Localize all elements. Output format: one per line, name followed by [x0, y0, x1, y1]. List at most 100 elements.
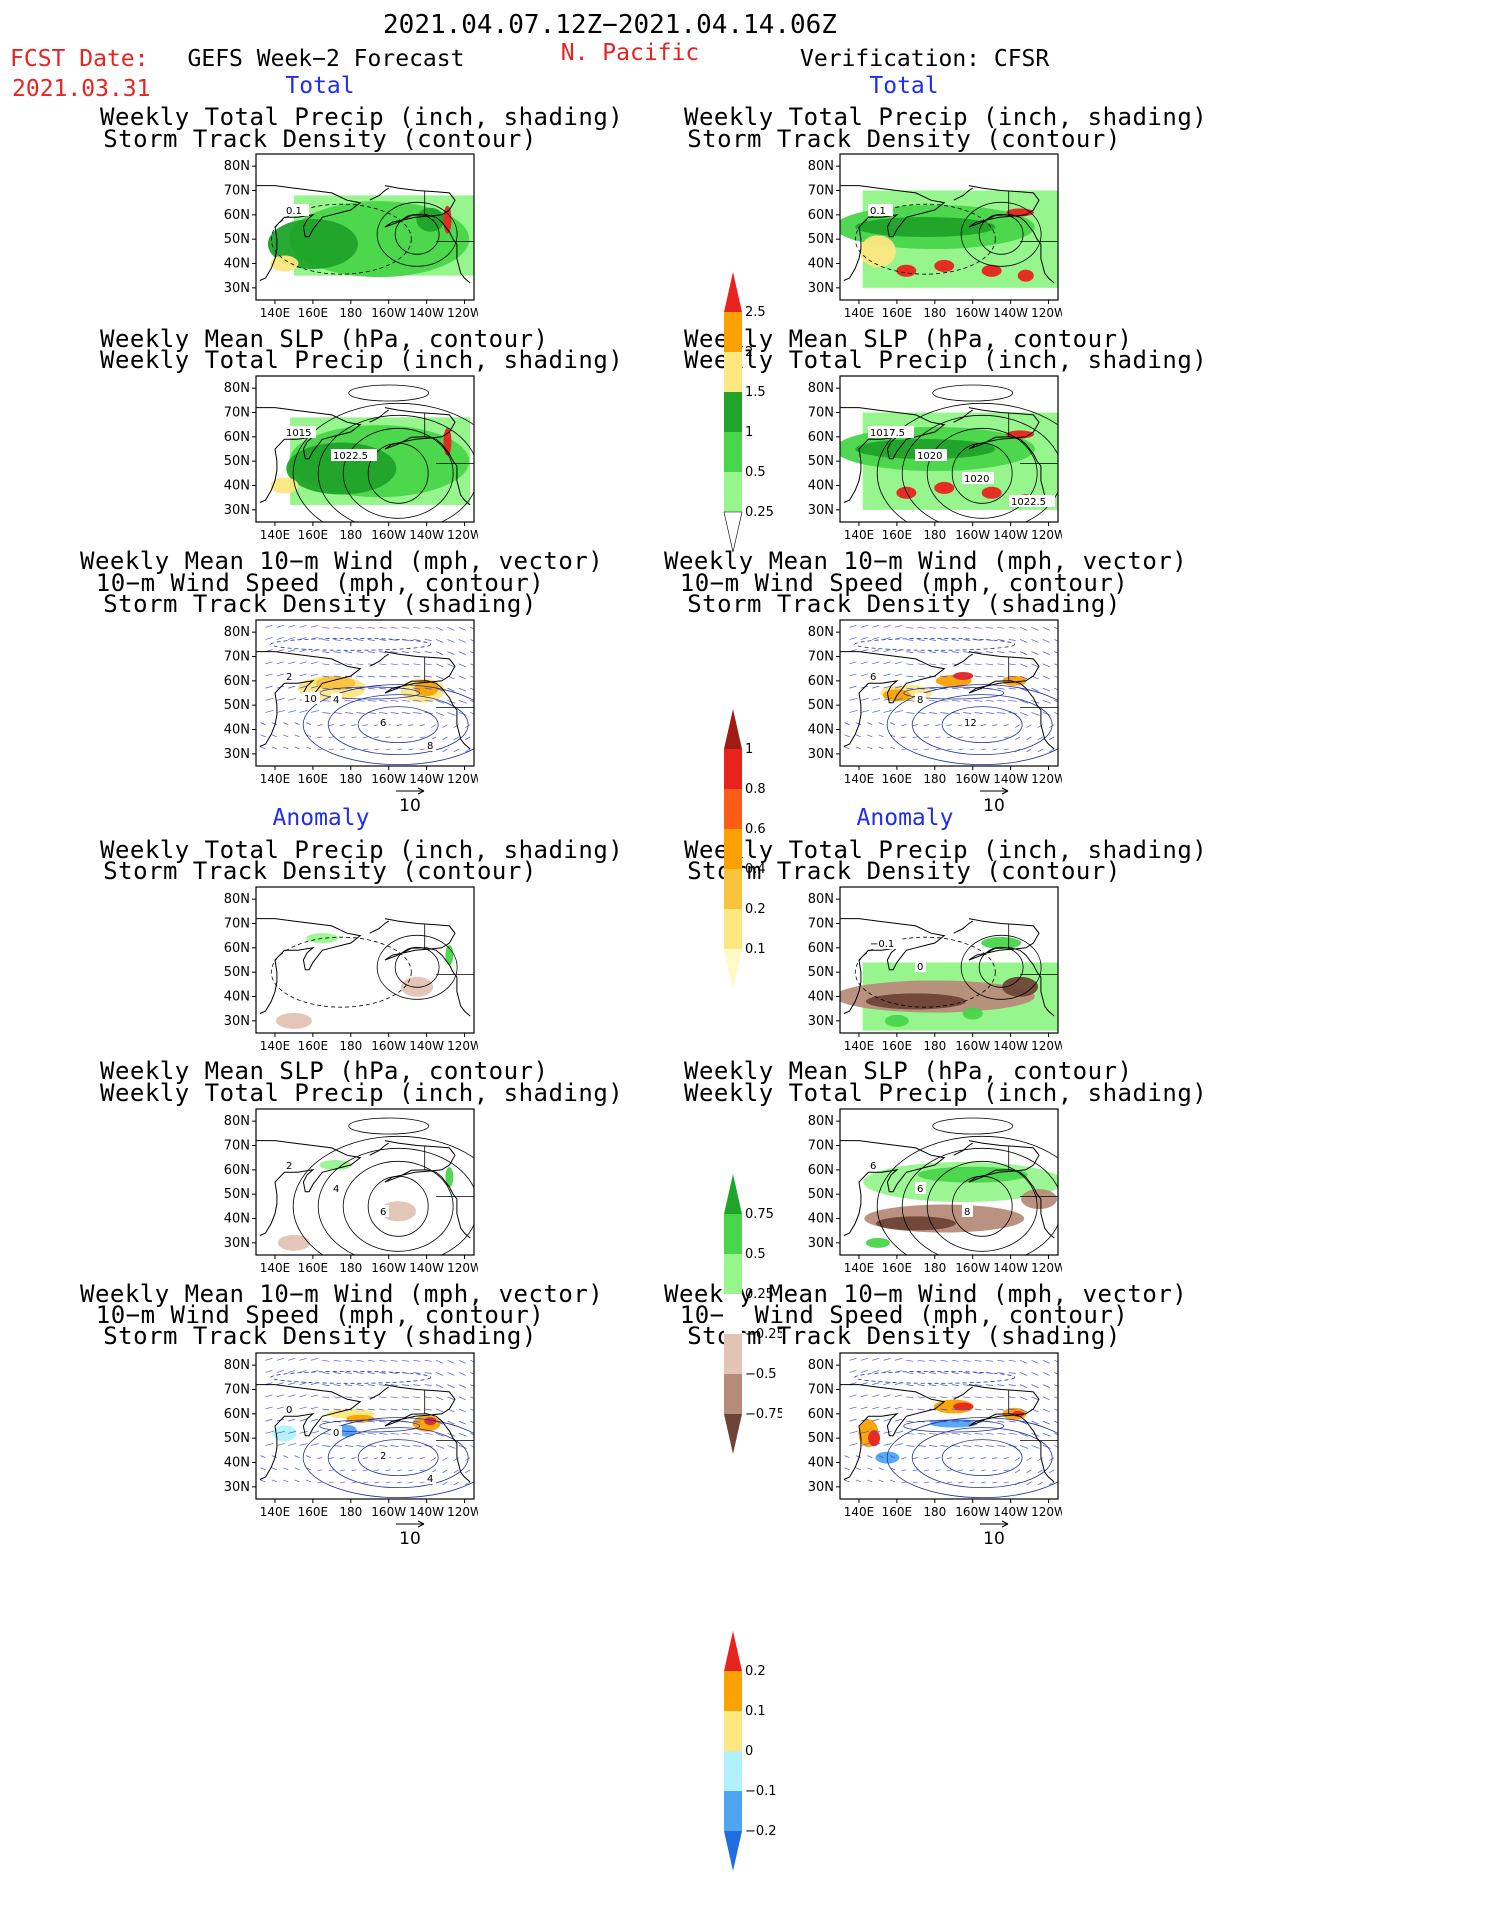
- wind-vector: [878, 746, 884, 750]
- lon-tick-label: 160E: [298, 528, 329, 542]
- contour-label: 1020: [964, 474, 989, 485]
- wind-vector: [1008, 1396, 1016, 1399]
- contour-line: [327, 1427, 469, 1489]
- wind-vector: [265, 697, 274, 701]
- lat-tick-label: 60N: [224, 430, 250, 445]
- wind-vector: [413, 663, 421, 666]
- wind-vector: [374, 748, 380, 751]
- colorbar-segment: [724, 909, 742, 949]
- colorbar-segment: [724, 352, 742, 392]
- contour-line: [348, 1117, 430, 1135]
- map-content: 0.1: [256, 185, 474, 284]
- wind-vector: [906, 1384, 914, 1386]
- wind-vector: [980, 1457, 987, 1459]
- wind-vector: [946, 748, 952, 751]
- wind-vector: [424, 1359, 432, 1362]
- wind-vector: [917, 1432, 926, 1435]
- wind-vector: [283, 722, 289, 725]
- contour-line: [960, 934, 1042, 1000]
- wind-vector: [906, 1432, 915, 1435]
- wind-vector: [1054, 699, 1058, 703]
- wind-vector: [322, 1445, 331, 1447]
- contour-label-bg: [331, 1182, 342, 1194]
- contour-label-bg: [284, 1403, 295, 1415]
- colorbar-label: 0.75: [745, 1207, 774, 1222]
- wind-vector: [447, 1396, 455, 1401]
- wind-vector: [288, 710, 297, 713]
- wind-vector: [351, 748, 357, 751]
- title-f-anom-slp-1: Weekly Mean SLP (hPa, contour): [100, 1057, 549, 1085]
- contour-label: 8: [427, 741, 433, 752]
- contour-label: 2: [286, 1161, 292, 1172]
- wind-vector: [901, 1457, 907, 1459]
- wind-vector: [906, 1372, 914, 1374]
- coastline: [369, 1386, 389, 1400]
- wind-vector: [390, 1445, 399, 1447]
- wind-vector: [442, 724, 448, 728]
- wind-vector: [333, 663, 341, 666]
- wind-vector: [435, 712, 445, 716]
- wind-vector: [390, 1396, 398, 1399]
- title-f-total-slp-1: Weekly Mean SLP (hPa, contour): [100, 325, 549, 353]
- wind-vector: [424, 699, 433, 702]
- contour-label: 6: [380, 1207, 386, 1218]
- wind-vector: [447, 1420, 455, 1425]
- wind-vector: [435, 1372, 444, 1376]
- shade-region: [929, 1419, 978, 1428]
- wind-vector: [435, 639, 444, 643]
- wind-vector: [1031, 639, 1039, 643]
- wind-vector: [860, 673, 868, 677]
- wind-vector: [345, 1359, 353, 1362]
- title-f-total-wind-3: Storm Track Density (shading): [103, 590, 537, 618]
- wind-vector: [328, 1481, 334, 1484]
- contour-label-bg: [868, 426, 914, 438]
- wind-vector: [985, 626, 994, 629]
- wind-vector: [1019, 1432, 1029, 1437]
- wind-vector: [985, 1384, 994, 1386]
- lat-tick-label: 60N: [808, 208, 834, 223]
- wind-vector: [288, 1370, 296, 1373]
- lon-tick-label: 160W: [955, 1039, 990, 1053]
- wind-vector: [367, 1432, 376, 1435]
- lat-tick-label: 80N: [808, 159, 834, 174]
- wind-vector: [374, 1481, 380, 1484]
- wind-vector: [963, 687, 971, 690]
- wind-vector: [894, 673, 903, 677]
- wind-vector: [333, 1396, 341, 1399]
- wind-vector: [872, 1430, 881, 1434]
- lon-tick-label: 180: [923, 1505, 946, 1519]
- wind-vector: [1014, 1457, 1021, 1461]
- wind-vector: [317, 1481, 323, 1484]
- wind-vector: [465, 1469, 471, 1474]
- wind-vector: [963, 663, 971, 666]
- title-f-anom-wind-3: Storm Track Density (shading): [103, 1322, 537, 1350]
- wind-vector: [1019, 1408, 1028, 1413]
- wind-vector: [1037, 736, 1044, 741]
- wind-vector: [299, 1443, 308, 1446]
- colorbar-label: 0: [745, 1744, 753, 1759]
- coastline: [369, 920, 389, 934]
- wind-vector: [974, 639, 982, 641]
- contour-label-bg: [331, 1426, 342, 1438]
- wind-vector: [1008, 1432, 1017, 1435]
- wind-vector: [356, 626, 364, 629]
- wind-vector: [413, 1384, 421, 1386]
- lat-tick-label: 50N: [224, 454, 250, 469]
- wind-vector: [980, 724, 987, 726]
- title-v-total-precip-2: Storm Track Density (contour): [687, 125, 1121, 153]
- wind-vector: [860, 637, 868, 640]
- wind-vector: [889, 1479, 896, 1483]
- lat-tick-label: 30N: [224, 747, 250, 762]
- colorbar-segment: [724, 1711, 742, 1751]
- wind-vector: [447, 626, 455, 631]
- wind-vector: [883, 1430, 892, 1434]
- wind-vector: [413, 675, 421, 678]
- map-content: 1017.5 1020 1020 1022.5: [840, 384, 1058, 522]
- wind-vector: [1031, 1396, 1039, 1401]
- wind-vector: [951, 626, 959, 629]
- wind-vector: [940, 675, 948, 678]
- lon-tick-label: 140E: [260, 1039, 291, 1053]
- wind-vector: [1042, 1420, 1050, 1425]
- coastline: [256, 918, 362, 1014]
- wind-vector: [367, 1372, 375, 1374]
